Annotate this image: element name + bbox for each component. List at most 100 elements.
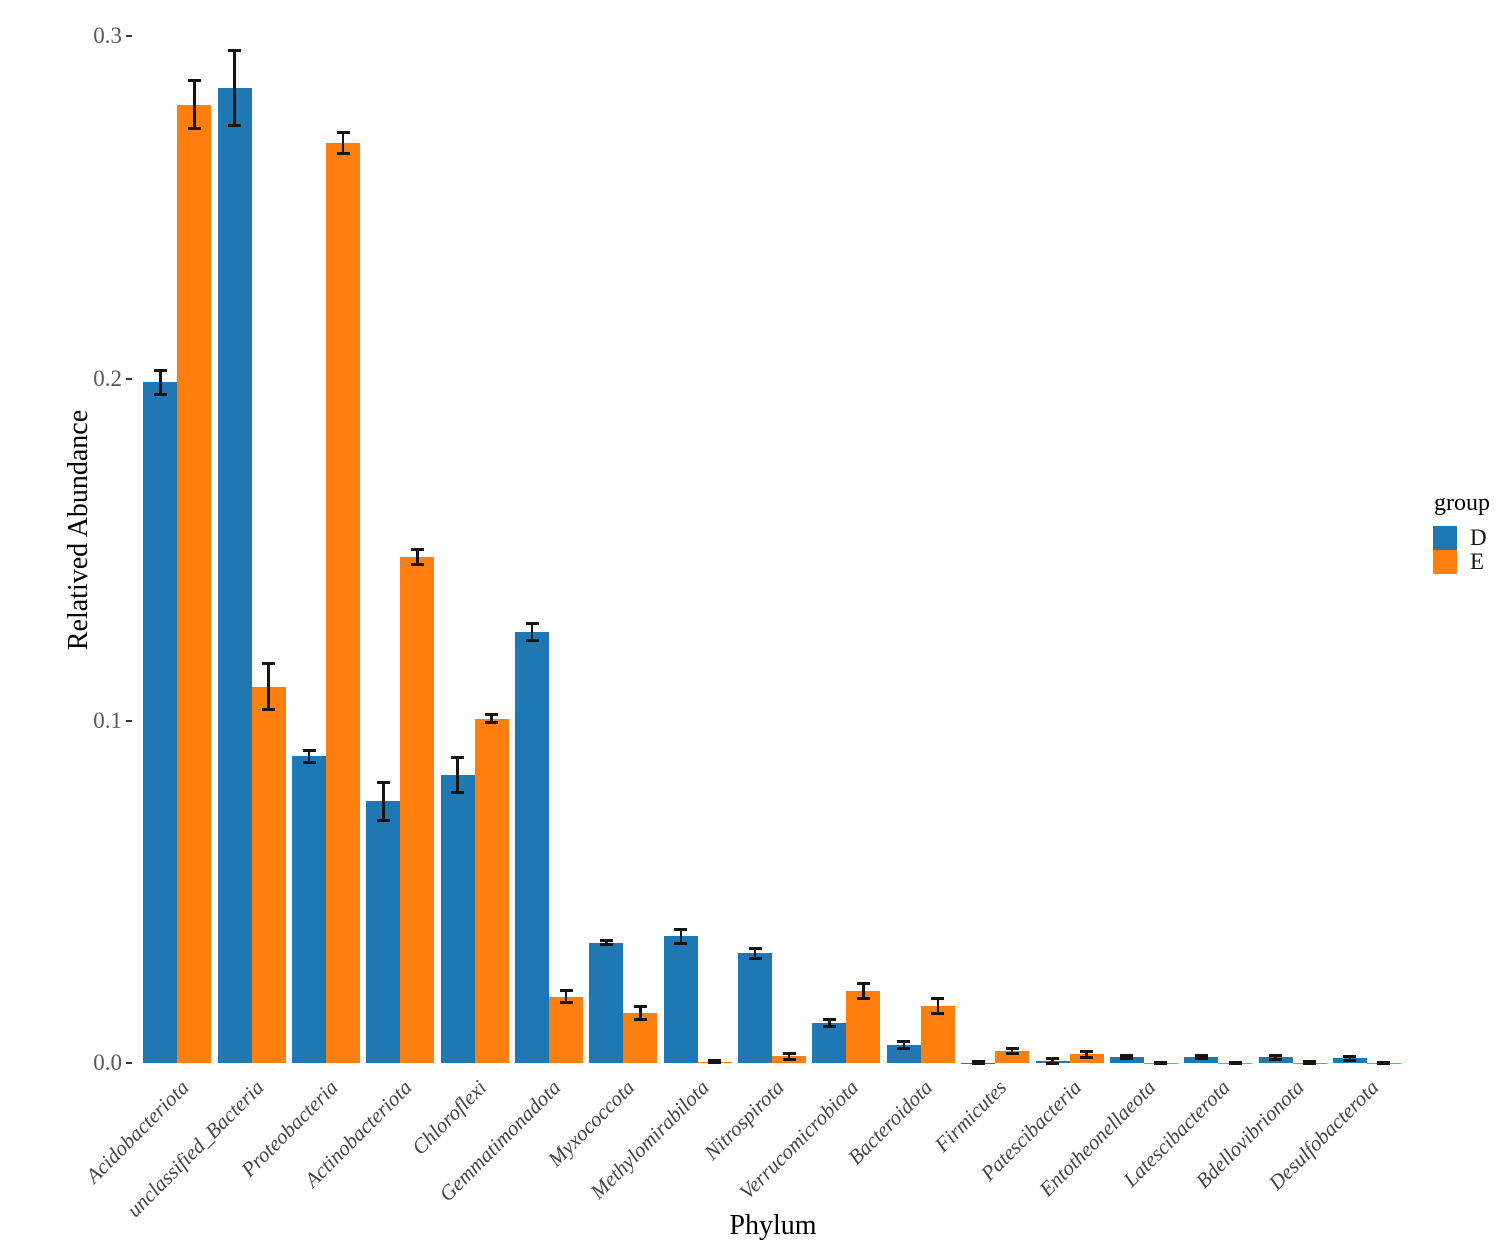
errorbar-cap-bottom [599, 943, 613, 947]
legend-item-E: E [1433, 549, 1490, 574]
errorbar-cap-top [856, 981, 870, 985]
bar-E-Acidobacteriota [177, 104, 212, 1064]
errorbar-cap-bottom [633, 1017, 647, 1021]
bar-D-Methylomirabilota [663, 936, 698, 1064]
errorbar-cap-top [1269, 1053, 1283, 1057]
errorbar-cap-top [1343, 1054, 1357, 1058]
bar-D-Bacteroidota [886, 1045, 921, 1064]
bar-D-Entotheonellaeota [1109, 1056, 1144, 1064]
errorbar-cap-top [153, 368, 167, 372]
errorbar-cap-bottom [559, 1001, 573, 1005]
errorbar-E-unclassified_Bacteria [267, 663, 270, 710]
errorbar-D-Acidobacteriota [159, 370, 162, 395]
errorbar-cap-top [376, 781, 390, 785]
legend-swatch-D [1433, 526, 1457, 550]
errorbar-cap-bottom [822, 1025, 836, 1029]
errorbar-cap-bottom [451, 791, 465, 795]
errorbar-cap-top [599, 939, 613, 943]
bar-E-unclassified_Bacteria [251, 686, 286, 1064]
errorbar-cap-top [897, 1040, 911, 1044]
errorbar-E-Proteobacteria [341, 132, 345, 154]
y-tick-label: 0.2 [93, 365, 122, 391]
errorbar-cap-bottom [228, 123, 242, 127]
errorbar-cap-top [525, 621, 539, 625]
errorbar-cap-bottom [1343, 1058, 1357, 1062]
errorbar-E-Firmicutes [1010, 1048, 1014, 1054]
errorbar-cap-top [931, 996, 945, 1000]
errorbar-cap-bottom [262, 708, 276, 712]
errorbar-cap-top [228, 48, 242, 52]
errorbar-cap-bottom [376, 818, 390, 822]
errorbar-cap-bottom [1228, 1061, 1242, 1065]
errorbar-D-unclassified_Bacteria [233, 50, 236, 126]
legend-swatch-E [1433, 550, 1457, 574]
errorbar-cap-bottom [782, 1057, 796, 1061]
errorbar-cap-top [187, 79, 201, 83]
errorbar-cap-top [708, 1058, 722, 1062]
bar-E-Chloroflexi [474, 718, 509, 1064]
errorbar-D-Myxococcota [605, 940, 608, 945]
y-tick-label: 0.3 [93, 23, 122, 49]
errorbar-E-Bacteroidota [936, 998, 940, 1014]
errorbar-E-Verrucomicrobiota [862, 983, 865, 999]
legend-item-label: D [1470, 525, 1487, 550]
bar-E-Actinobacteriota [400, 557, 435, 1064]
errorbar-D-Verrucomicrobiota [828, 1019, 831, 1027]
errorbar-cap-bottom [1194, 1057, 1208, 1061]
errorbar-cap-top [262, 662, 276, 666]
errorbar-cap-top [1120, 1053, 1134, 1057]
bar-D-Acidobacteriota [143, 382, 178, 1064]
errorbar-cap-bottom [931, 1011, 945, 1015]
bar-D-Gemmatimonadota [515, 632, 550, 1064]
bar-E-Myxococcota [623, 1012, 658, 1064]
errorbar-cap-bottom [1154, 1061, 1168, 1065]
errorbar-cap-bottom [1269, 1058, 1283, 1062]
errorbar-cap-bottom [674, 941, 688, 945]
errorbar-cap-bottom [971, 1061, 985, 1065]
errorbar-D-Desulfobacterota [1348, 1056, 1352, 1061]
y-tick [126, 1062, 132, 1065]
errorbar-cap-bottom [856, 996, 870, 1000]
errorbar-cap-top [782, 1052, 796, 1056]
errorbar-E-Actinobacteriota [416, 549, 419, 565]
bar-D-Chloroflexi [440, 775, 475, 1064]
errorbar-cap-bottom [410, 562, 424, 566]
x-tick-label: unclassified_Bacteria [121, 1075, 268, 1222]
bar-E-Patescibacteria [1069, 1054, 1104, 1064]
errorbar-D-Nitrospirota [753, 948, 757, 959]
errorbar-cap-top [336, 131, 350, 135]
bar-D-Verrucomicrobiota [812, 1022, 847, 1064]
errorbar-E-Gemmatimonadota [564, 990, 568, 1003]
y-tick [126, 35, 132, 38]
errorbar-cap-bottom [748, 957, 762, 961]
bar-E-Proteobacteria [326, 143, 360, 1064]
bar-E-Firmicutes [995, 1050, 1030, 1064]
bar-D-unclassified_Bacteria [217, 87, 252, 1064]
bar-D-Nitrospirota [738, 953, 773, 1064]
errorbar-cap-bottom [302, 760, 316, 764]
errorbar-E-Chloroflexi [490, 714, 493, 723]
errorbar-cap-top [1005, 1046, 1019, 1050]
errorbar-cap-bottom [708, 1061, 722, 1065]
errorbar-E-Acidobacteriota [193, 80, 196, 129]
errorbar-cap-bottom [1303, 1061, 1317, 1065]
errorbar-cap-bottom [1080, 1055, 1093, 1059]
errorbar-cap-top [748, 946, 762, 950]
errorbar-cap-top [485, 712, 499, 716]
y-tick [126, 377, 132, 380]
y-tick-label: 0.0 [93, 1050, 122, 1076]
errorbar-D-Patescibacteria [1051, 1058, 1054, 1064]
legend-item-label: E [1470, 549, 1485, 574]
errorbar-cap-bottom [525, 639, 539, 643]
legend-title: group [1434, 490, 1490, 516]
errorbar-D-Methylomirabilota [679, 929, 682, 944]
errorbar-D-Bdellovibrionota [1274, 1055, 1277, 1060]
errorbar-D-Actinobacteriota [382, 782, 385, 821]
y-axis-title: Relatived Abundance [63, 409, 94, 651]
errorbar-cap-bottom [485, 721, 499, 725]
errorbar-cap-bottom [1120, 1056, 1134, 1060]
errorbar-cap-bottom [897, 1047, 911, 1051]
